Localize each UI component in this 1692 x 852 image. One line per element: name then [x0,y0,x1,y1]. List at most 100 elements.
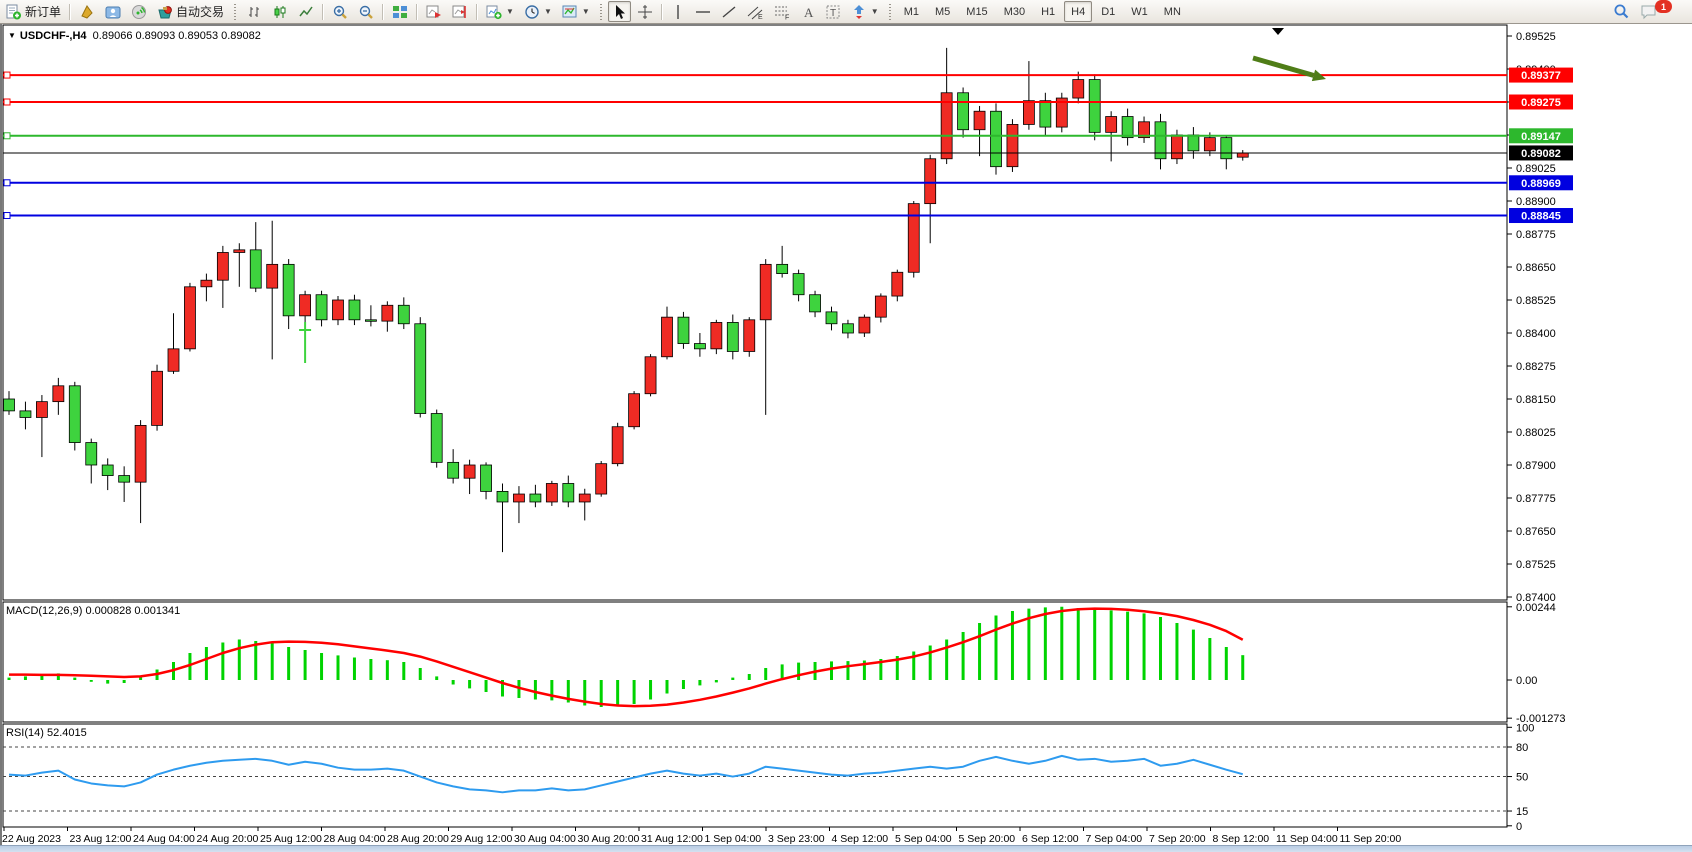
bars-chart-button[interactable] [242,1,266,22]
templates-button[interactable]: ▼ [558,1,594,22]
svg-text:0.88845: 0.88845 [1521,211,1561,223]
dropdown-caret-icon: ▼ [543,7,552,16]
candle-body [134,424,147,483]
candle-body [282,263,295,317]
candle-body [1236,152,1249,158]
vertical-line-tool-button[interactable] [667,1,689,22]
timeframe-button-m5[interactable]: M5 [935,5,951,18]
svg-text:30 Aug 04:00: 30 Aug 04:00 [514,833,576,845]
timeframe-button-mn[interactable]: MN [1163,5,1181,18]
candle-body [299,294,312,317]
chart-canvas[interactable]: 0.895250.894000.892750.891500.890250.889… [0,24,1692,845]
dropdown-caret-icon: ▼ [870,7,879,16]
fibonacci-icon: F [774,6,789,20]
arrows-tool-button[interactable]: ▼ [847,1,883,22]
new-order-button[interactable]: 新订单 [1,1,65,22]
signals-button[interactable] [127,1,151,22]
timeframe-button-w1[interactable]: W1 [1131,5,1148,18]
svg-text:24 Aug 04:00: 24 Aug 04:00 [133,833,195,845]
toolbar-grip[interactable] [598,3,603,20]
candle-body [874,295,887,318]
level-handle[interactable] [3,132,11,140]
text-tool-button[interactable]: A [797,1,819,22]
zoom-in-button[interactable] [328,1,352,22]
macd-indicator-label: MACD(12,26,9) 0.000828 0.001341 [6,605,181,617]
crosshair-tool-button[interactable] [633,1,657,22]
candle-body [348,299,361,321]
chat-button[interactable]: 1 [1636,0,1682,22]
timeframe-button-d1[interactable]: D1 [1101,5,1116,18]
candle-body [118,475,131,483]
new-order-label: 新订单 [25,5,62,19]
candle-body [776,263,789,275]
text-label-icon: T [826,5,840,19]
candle-body [463,464,476,479]
svg-text:5 Sep 04:00: 5 Sep 04:00 [895,833,952,845]
candle-body [677,316,690,344]
timeframe-button-h1[interactable]: H1 [1041,5,1056,18]
cursor-icon [615,4,625,19]
metaeditor-button[interactable] [75,1,99,22]
chart-shift-icon [452,5,466,18]
horizontal-line-tool-button[interactable] [691,1,715,22]
svg-text:0.88775: 0.88775 [1516,229,1556,241]
level-handle[interactable] [3,179,11,187]
timeframe-toolbar: M1 M5 M15 M30 H1 H4 D1 W1 MN [896,1,1189,22]
price-axis: 0.895250.894000.892750.891500.890250.889… [1507,31,1556,604]
cursor-tool-button[interactable] [607,1,631,22]
chart-shift-marker[interactable] [1272,28,1284,35]
chart-symbol-period: USDCHF-,H4 [19,30,87,42]
svg-text:80: 80 [1516,742,1528,754]
candle-body [233,249,246,253]
auto-scroll-button[interactable] [422,1,446,22]
svg-text:29 Aug 12:00: 29 Aug 12:00 [451,833,513,845]
zoom-out-button[interactable] [354,1,378,22]
tile-windows-button[interactable] [388,1,412,22]
trendline-tool-button[interactable] [717,1,741,22]
toolbar-grip[interactable] [887,3,892,20]
timeframe-button-m15[interactable]: M15 [966,5,988,18]
svg-text:30 Aug 20:00: 30 Aug 20:00 [578,833,640,845]
new-order-icon [6,4,21,19]
collapse-ohlc-icon[interactable]: ▼ [8,31,16,40]
svg-text:22 Aug 2023: 22 Aug 2023 [2,833,61,845]
candle-body [545,483,558,503]
candle-body [430,413,443,463]
community-button[interactable] [101,1,125,22]
svg-text:0.89377: 0.89377 [1521,70,1561,82]
timeframe-button-m1[interactable]: M1 [903,5,919,18]
metaeditor-icon [81,4,93,19]
timeframe-button-h4[interactable]: H4 [1064,1,1093,22]
candle-body [1154,121,1167,160]
candle-body [710,322,723,350]
candle-body [990,110,1002,168]
toolbar-grip[interactable] [233,3,238,20]
periods-button[interactable]: ▼ [520,1,556,22]
tile-windows-icon [393,5,408,18]
timeframe-button-m30[interactable]: M30 [1003,5,1026,18]
candle-body [447,461,460,479]
horizontal-line-icon [695,10,710,13]
candle-body [825,311,838,325]
candle-body [480,464,492,492]
search-button[interactable] [1609,1,1634,22]
channel-tool-button[interactable]: E [743,1,768,22]
window-bottom-edge[interactable] [0,845,1692,852]
candles-chart-button[interactable] [268,1,292,22]
chart-shift-button[interactable] [448,1,472,22]
svg-text:0.88900: 0.88900 [1516,196,1556,208]
label-tool-button[interactable]: T [821,1,845,22]
svg-text:28 Aug 20:00: 28 Aug 20:00 [387,833,449,845]
level-handle[interactable] [3,212,11,220]
chart-title: ▼ USDCHF-,H4 0.89066 0.89093 0.89053 0.89… [8,30,261,42]
new-chart-button[interactable]: ▼ [482,1,518,22]
rsi-indicator-label: RSI(14) 52.4015 [6,727,87,739]
candle-body [694,343,706,350]
autotrading-button[interactable]: 自动交易 [153,1,228,22]
macd-signal-line [9,607,1244,708]
line-chart-button[interactable] [294,1,318,22]
level-handle[interactable] [3,98,11,106]
fibonacci-tool-button[interactable]: F [770,1,795,22]
level-handle[interactable] [3,71,11,79]
svg-text:24 Aug 20:00: 24 Aug 20:00 [197,833,259,845]
